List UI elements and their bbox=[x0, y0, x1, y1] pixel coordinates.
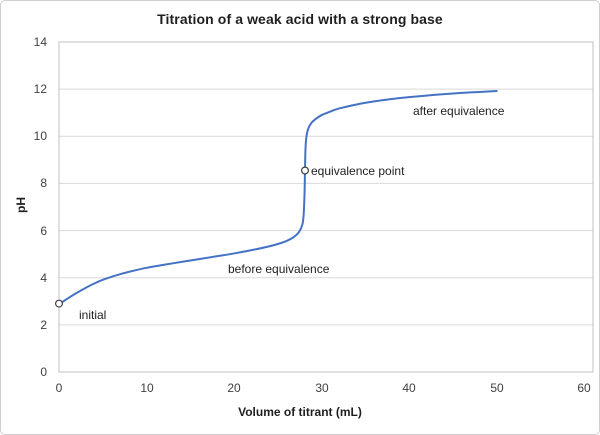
x-tick-label: 50 bbox=[490, 381, 504, 395]
y-tick-label: 12 bbox=[33, 82, 47, 96]
x-tick-label: 40 bbox=[402, 381, 416, 395]
annotation-before-equivalence: before equivalence bbox=[228, 262, 330, 276]
y-tick-label: 6 bbox=[40, 224, 47, 238]
y-tick-label: 14 bbox=[33, 35, 47, 49]
x-tick-label: 30 bbox=[315, 381, 329, 395]
annotation-after-equivalence: after equivalence bbox=[413, 104, 505, 118]
x-tick-label: 20 bbox=[227, 381, 241, 395]
titration-curve-line bbox=[58, 90, 498, 306]
y-tick-label: 8 bbox=[40, 176, 47, 190]
y-tick-label: 2 bbox=[40, 318, 47, 332]
chart-title: Titration of a weak acid with a strong b… bbox=[157, 11, 443, 27]
annotation-initial: initial bbox=[79, 308, 107, 322]
initial-marker bbox=[54, 299, 63, 308]
x-tick-label: 0 bbox=[55, 381, 63, 395]
x-tick-label: 60 bbox=[577, 381, 591, 395]
equivalence-point-marker bbox=[301, 166, 310, 175]
y-tick-label: 4 bbox=[40, 271, 47, 285]
plot-border bbox=[58, 41, 594, 373]
x-tick-label: 10 bbox=[140, 381, 154, 395]
annotation-equivalence-point: equivalence point bbox=[311, 164, 405, 178]
y-tick-label: 0 bbox=[40, 365, 47, 379]
x-axis-title: Volume of titrant (mL) bbox=[238, 405, 362, 419]
y-tick-label: 10 bbox=[33, 129, 47, 143]
